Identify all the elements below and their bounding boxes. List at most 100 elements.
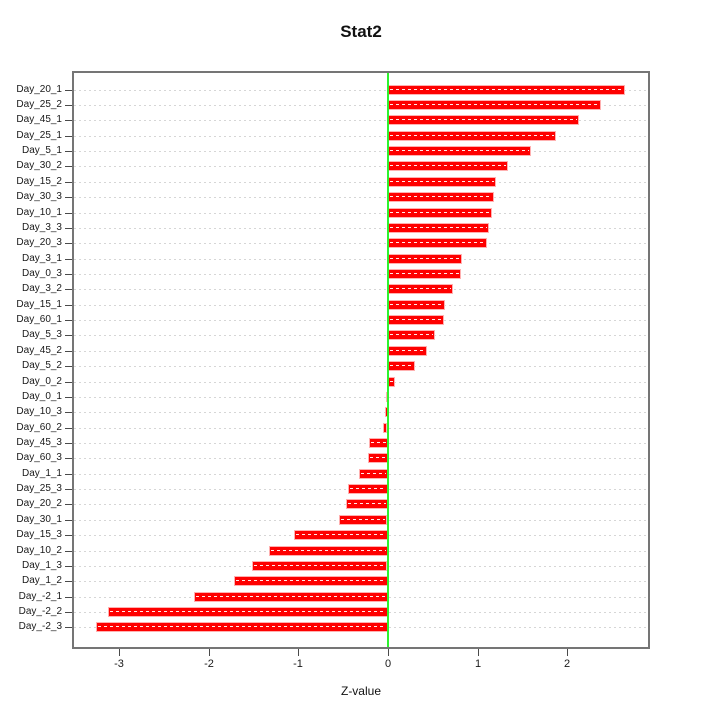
y-axis-label: Day_0_2: [21, 376, 62, 387]
y-axis-label: Day_60_3: [16, 452, 62, 463]
grid-line: [74, 274, 648, 275]
y-axis-tick: [65, 474, 72, 475]
grid-line: [74, 213, 648, 214]
y-axis-tick: [65, 366, 72, 367]
x-axis-tick-label: -2: [204, 658, 214, 670]
grid-line: [74, 397, 648, 398]
y-axis-tick: [65, 551, 72, 552]
grid-line: [74, 320, 648, 321]
y-axis-tick: [65, 136, 72, 137]
x-axis-tick: [209, 649, 210, 656]
grid-line: [74, 90, 648, 91]
grid-line: [74, 289, 648, 290]
bar-Day_25_1: [388, 131, 556, 141]
grid-line: [74, 243, 648, 244]
x-axis-tick-label: 1: [474, 658, 482, 670]
grid-line: [74, 382, 648, 383]
y-axis-label: Day_3_2: [21, 283, 62, 294]
bar-Day_20_2: [346, 499, 388, 509]
y-axis-tick: [65, 443, 72, 444]
bar-Day_20_3: [388, 238, 487, 248]
bar-Day_1_3: [252, 561, 387, 571]
y-axis-label: Day_20_3: [16, 237, 62, 248]
y-axis-tick: [65, 612, 72, 613]
y-axis-label: Day_-2_1: [18, 591, 62, 602]
bar-Day_60_3: [368, 453, 388, 463]
zero-reference-line: [387, 73, 389, 647]
x-axis-tick-label: 2: [563, 658, 571, 670]
y-axis-label: Day_45_2: [16, 345, 62, 356]
bar-Day_25_3: [348, 484, 388, 494]
x-axis-tick: [478, 649, 479, 656]
y-axis-label: Day_15_3: [16, 529, 62, 540]
y-axis-tick: [65, 151, 72, 152]
y-axis-tick: [65, 489, 72, 490]
grid-line: [74, 228, 648, 229]
y-axis-tick: [65, 458, 72, 459]
y-axis-label: Day_60_1: [16, 314, 62, 325]
x-axis-tick: [567, 649, 568, 656]
y-axis-label: Day_5_2: [21, 360, 62, 371]
y-axis-label: Day_1_1: [21, 468, 62, 479]
grid-line: [74, 443, 648, 444]
y-axis-tick: [65, 520, 72, 521]
y-axis-tick: [65, 397, 72, 398]
grid-line: [74, 151, 648, 152]
bar-Day_30_3: [388, 192, 494, 202]
y-axis-tick: [65, 228, 72, 229]
bar-Day_60_2: [383, 423, 387, 433]
y-axis-tick: [65, 566, 72, 567]
bar-Day_5_3: [388, 330, 435, 340]
bar-Day_30_2: [388, 161, 508, 171]
y-axis-tick: [65, 535, 72, 536]
y-axis-tick: [65, 289, 72, 290]
x-axis-tick: [298, 649, 299, 656]
grid-line: [74, 412, 648, 413]
y-axis-label: Day_10_3: [16, 406, 62, 417]
bar-Day_20_1: [388, 85, 625, 95]
y-axis-tick: [65, 627, 72, 628]
y-axis-label: Day_30_1: [16, 514, 62, 525]
y-axis-tick: [65, 259, 72, 260]
bar-Day_3_2: [388, 284, 453, 294]
y-axis-label: Day_20_2: [16, 498, 62, 509]
bar-Day_-2_3: [96, 622, 388, 632]
y-axis-tick: [65, 335, 72, 336]
grid-line: [74, 305, 648, 306]
bar-Day_5_2: [388, 361, 415, 371]
x-axis-title: Z-value: [340, 684, 381, 698]
y-axis-tick: [65, 182, 72, 183]
y-axis-label: Day_5_3: [21, 329, 62, 340]
grid-line: [74, 259, 648, 260]
y-axis-tick: [65, 581, 72, 582]
bar-Day_60_1: [388, 315, 444, 325]
y-axis-tick: [65, 120, 72, 121]
y-axis-label: Day_3_1: [21, 253, 62, 264]
grid-line: [74, 182, 648, 183]
y-axis-tick: [65, 428, 72, 429]
y-axis-tick: [65, 351, 72, 352]
y-axis-label: Day_25_1: [16, 130, 62, 141]
x-axis-tick: [388, 649, 389, 656]
y-axis-tick: [65, 105, 72, 106]
y-axis-tick: [65, 197, 72, 198]
grid-line: [74, 366, 648, 367]
x-axis-tick-label: -1: [293, 658, 303, 670]
grid-line: [74, 197, 648, 198]
bar-Day_25_2: [388, 100, 601, 110]
y-axis-label: Day_0_1: [21, 391, 62, 402]
y-axis-label: Day_15_1: [16, 299, 62, 310]
y-axis-label: Day_30_3: [16, 191, 62, 202]
y-axis-tick: [65, 166, 72, 167]
bar-Day_1_1: [359, 469, 388, 479]
bar-Day_1_2: [234, 576, 388, 586]
bar-Day_15_2: [388, 177, 496, 187]
y-axis-tick: [65, 243, 72, 244]
bar-Day_15_3: [294, 530, 388, 540]
y-axis-label: Day_-2_2: [18, 606, 62, 617]
y-axis-tick: [65, 90, 72, 91]
x-axis-tick-label: 0: [384, 658, 392, 670]
y-axis-tick: [65, 274, 72, 275]
y-axis-label: Day_45_1: [16, 114, 62, 125]
y-axis-tick: [65, 504, 72, 505]
